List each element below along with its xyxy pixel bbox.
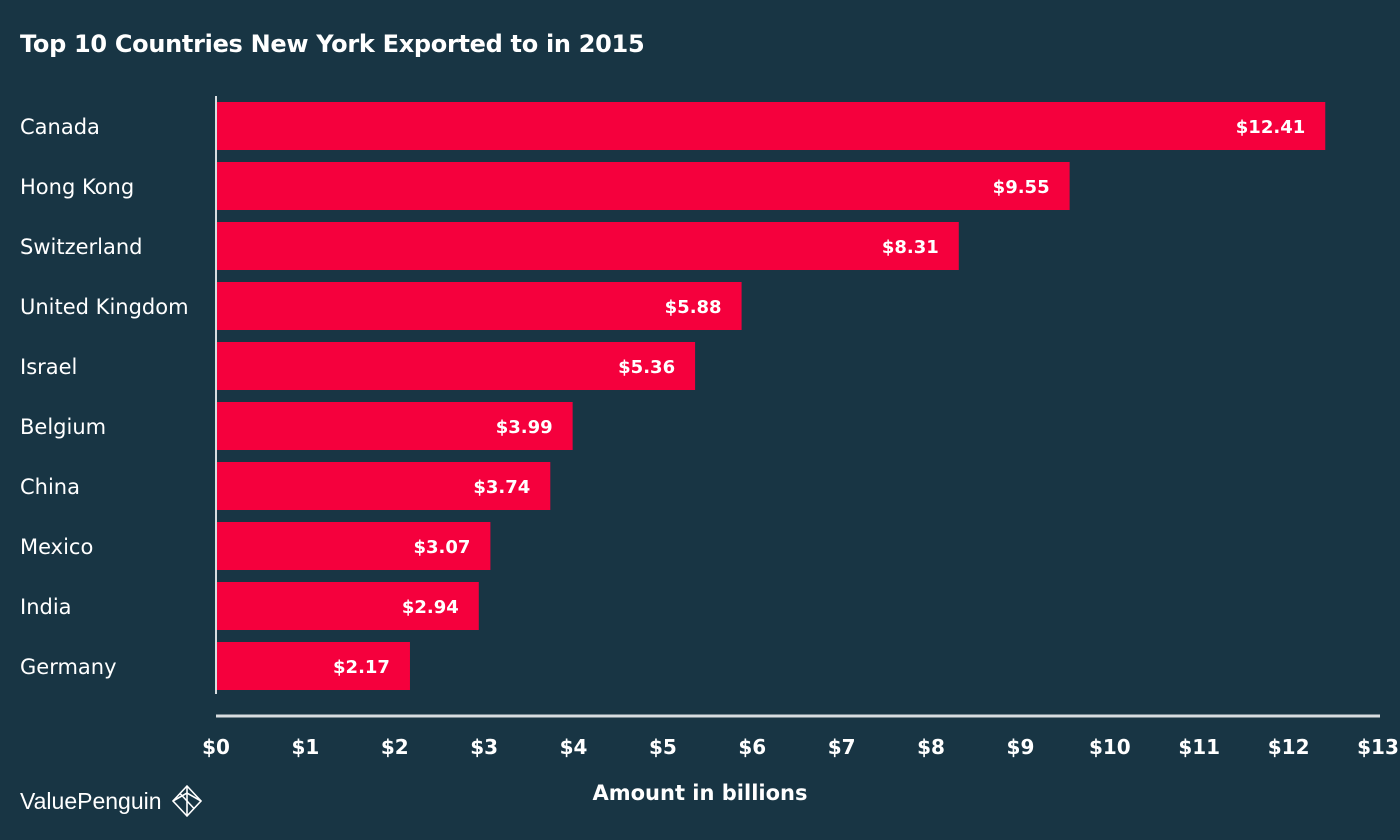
x-tick-label: $13 [1357, 735, 1399, 759]
chart-title: Top 10 Countries New York Exported to in… [20, 30, 645, 58]
x-tick-label: $7 [828, 735, 856, 759]
x-tick-label: $1 [291, 735, 319, 759]
value-label: $2.17 [333, 657, 390, 678]
category-label: Germany [20, 655, 117, 679]
x-tick-label: $12 [1268, 735, 1310, 759]
bar [216, 222, 959, 270]
category-label: Belgium [20, 415, 106, 439]
bar [216, 402, 573, 450]
value-label: $3.99 [496, 417, 553, 438]
x-tick-label: $2 [381, 735, 409, 759]
category-label: China [20, 475, 80, 499]
value-label: $8.31 [882, 237, 939, 258]
x-axis-title: Amount in billions [593, 781, 808, 805]
value-label: $5.88 [665, 297, 722, 318]
bar [216, 522, 491, 570]
bar [216, 642, 410, 690]
bar [216, 102, 1326, 150]
bar [216, 282, 742, 330]
brand-name: ValuePenguin [20, 787, 162, 814]
x-tick-label: $5 [649, 735, 677, 759]
category-label: Mexico [20, 535, 93, 559]
x-tick-label: $3 [470, 735, 498, 759]
brand-footer: ValuePenguin [20, 784, 204, 818]
value-label: $12.41 [1236, 117, 1305, 138]
x-tick-label: $9 [1007, 735, 1035, 759]
category-label: United Kingdom [20, 295, 189, 319]
value-label: $9.55 [993, 177, 1050, 198]
bar [216, 582, 479, 630]
bar [216, 462, 551, 510]
x-tick-label: $11 [1178, 735, 1220, 759]
category-label: Hong Kong [20, 175, 134, 199]
category-label: Israel [20, 355, 77, 379]
x-tick-label: $10 [1089, 735, 1131, 759]
value-label: $3.07 [413, 537, 470, 558]
bar [216, 342, 696, 390]
value-label: $5.36 [618, 357, 675, 378]
valuepenguin-logo-icon [171, 784, 202, 818]
value-label: $2.94 [402, 597, 459, 618]
bar [216, 162, 1070, 210]
x-tick-label: $8 [917, 735, 945, 759]
x-tick-label: $4 [560, 735, 588, 759]
x-tick-label: $6 [738, 735, 766, 759]
category-label: India [20, 595, 72, 619]
category-label: Canada [20, 115, 100, 139]
category-label: Switzerland [20, 235, 143, 259]
x-tick-label: $0 [202, 735, 230, 759]
value-label: $3.74 [473, 477, 530, 498]
